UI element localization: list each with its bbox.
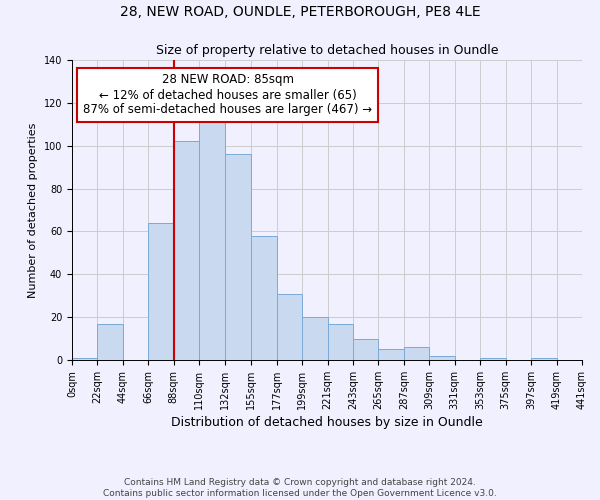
Bar xyxy=(148,223,174,360)
Bar xyxy=(174,142,199,360)
Text: 28, NEW ROAD, OUNDLE, PETERBOROUGH, PE8 4LE: 28, NEW ROAD, OUNDLE, PETERBOROUGH, PE8 … xyxy=(119,5,481,19)
Text: Contains HM Land Registry data © Crown copyright and database right 2024.
Contai: Contains HM Land Registry data © Crown c… xyxy=(103,478,497,498)
X-axis label: Distribution of detached houses by size in Oundle: Distribution of detached houses by size … xyxy=(171,416,483,429)
Bar xyxy=(328,324,353,360)
Bar xyxy=(277,294,302,360)
Bar xyxy=(302,317,328,360)
Bar xyxy=(404,347,430,360)
Bar xyxy=(379,350,404,360)
Bar xyxy=(199,120,224,360)
Bar xyxy=(430,356,455,360)
Y-axis label: Number of detached properties: Number of detached properties xyxy=(28,122,38,298)
Bar xyxy=(531,358,557,360)
Bar xyxy=(224,154,251,360)
Bar xyxy=(251,236,277,360)
Text: 28 NEW ROAD: 85sqm
← 12% of detached houses are smaller (65)
87% of semi-detache: 28 NEW ROAD: 85sqm ← 12% of detached hou… xyxy=(83,74,372,116)
Bar xyxy=(72,358,97,360)
Title: Size of property relative to detached houses in Oundle: Size of property relative to detached ho… xyxy=(156,44,498,58)
Bar xyxy=(97,324,123,360)
Bar xyxy=(353,338,379,360)
Bar xyxy=(480,358,506,360)
